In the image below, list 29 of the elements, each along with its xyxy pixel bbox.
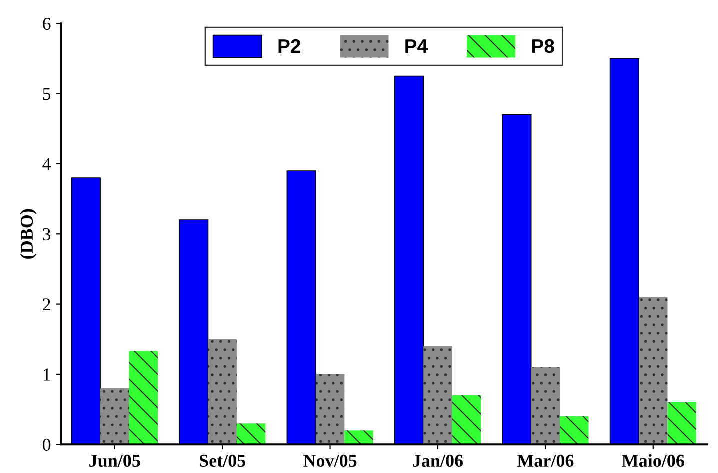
- y-axis-title: (DBO): [20, 209, 37, 259]
- y-tick-label: 0: [42, 438, 51, 452]
- bar: [452, 396, 482, 445]
- y-tick-label: 6: [43, 18, 51, 30]
- y-tick-label: 3: [43, 228, 51, 241]
- x-tick-label: Mar/06: [517, 454, 574, 468]
- y-tick-label: 5: [43, 88, 51, 100]
- legend-label: P8: [532, 39, 554, 54]
- bar: [531, 367, 560, 445]
- bar: [560, 416, 589, 445]
- bar: [208, 339, 237, 445]
- y-tick-label: 1: [44, 368, 50, 381]
- bar: [344, 430, 374, 445]
- bar: [236, 424, 266, 445]
- legend-label: P4: [406, 40, 428, 54]
- x-tick-label: Maio/06: [622, 454, 684, 468]
- x-tick-label: Set/05: [200, 454, 246, 468]
- bar: [316, 374, 345, 445]
- y-tick-label: 4: [42, 158, 52, 170]
- bar: [668, 402, 696, 445]
- x-tick-label: Nov/05: [304, 454, 357, 468]
- bar: [639, 297, 668, 445]
- x-tick-label: Jun/05: [90, 454, 140, 468]
- bar: [424, 346, 452, 445]
- bar: [129, 351, 158, 445]
- y-tick-label: 2: [43, 298, 50, 311]
- x-tick-label: Jan/06: [413, 454, 464, 468]
- bar: [100, 388, 130, 445]
- legend-label: P2: [278, 39, 300, 54]
